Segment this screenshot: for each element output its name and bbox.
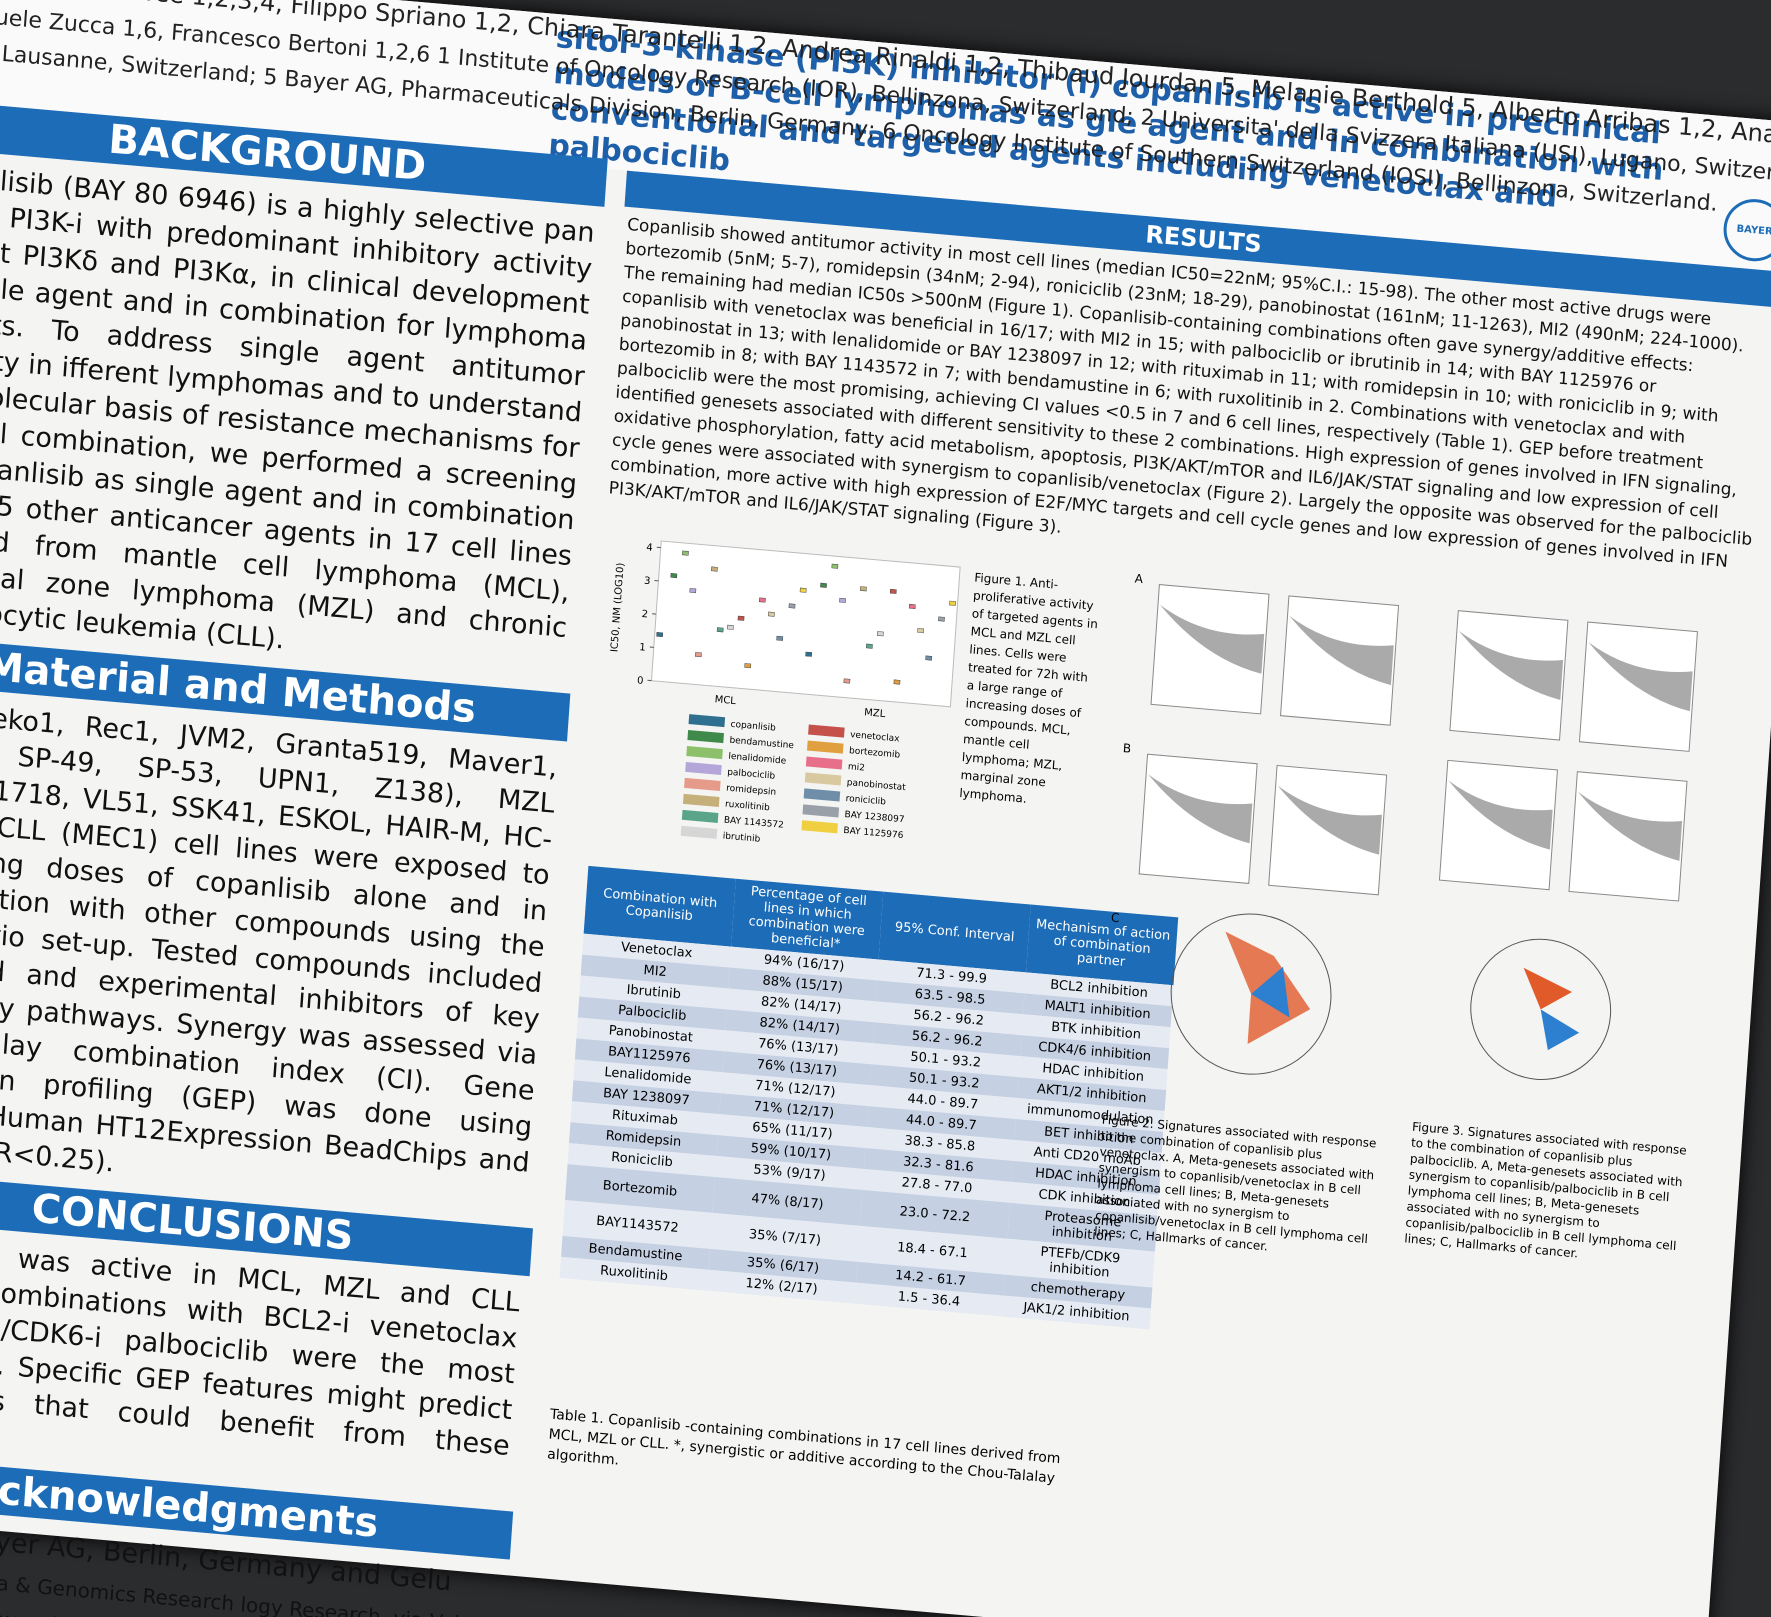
legend-label: roniciclib — [845, 794, 886, 808]
median-marker — [859, 586, 867, 592]
legend-swatch — [684, 777, 721, 792]
median-marker — [876, 631, 884, 637]
median-marker — [839, 597, 846, 603]
figure-1: 0 1 2 3 4 IC50, NM (LOG10) MCL MZL copanlisib ben… — [609, 540, 961, 845]
panel-label: C — [1111, 911, 1120, 926]
legend-label: bendamustine — [729, 736, 795, 752]
group-label: MZL — [864, 707, 886, 720]
legend-swatch — [806, 740, 844, 754]
median-marker — [694, 652, 702, 658]
median-marker — [889, 588, 897, 594]
header-cell: 95% Conf. Interval — [878, 891, 1031, 973]
y-tick-label: 3 — [644, 576, 651, 588]
legend-label: BAY 1125976 — [843, 826, 904, 841]
legend-swatch — [804, 772, 842, 786]
legend-label: ibrutinib — [722, 831, 760, 844]
median-marker — [689, 588, 697, 594]
median-marker — [716, 627, 724, 633]
legend-label: panobinostat — [846, 778, 906, 793]
median-marker — [744, 663, 752, 669]
legend-label: lenalidomide — [728, 752, 787, 767]
median-marker — [726, 624, 734, 630]
caption: Figure 2. Signatures associated with res… — [1093, 1112, 1377, 1254]
legend-label: copanlisib — [730, 720, 776, 734]
median-marker — [917, 628, 925, 634]
figures: 0 1 2 3 4 IC50, NM (LOG10) MCL MZL copanlisib ben… — [534, 506, 1760, 1605]
legend-label: BAY 1238097 — [844, 810, 905, 825]
legend-swatch — [802, 804, 840, 818]
median-marker — [711, 566, 718, 572]
plot-area — [650, 540, 961, 708]
caption: Figure 3. Signatures associated with res… — [1403, 1119, 1688, 1261]
legend-label: ruxolitinib — [725, 800, 771, 814]
median-marker — [799, 587, 807, 593]
median-marker — [893, 679, 901, 685]
paragraph: MCL (Jeko1, Rec1, JVM2, Granta519, Maver… — [0, 695, 559, 1179]
legend-label: BAY 1143572 — [724, 815, 785, 830]
legend-label: venetoclax — [850, 730, 901, 744]
legend-swatch — [685, 761, 722, 776]
paragraph: opanlisib (BAY 80 6946) is a highly sele… — [0, 160, 596, 656]
group-label: MCL — [714, 694, 736, 707]
figure-2-3: A B C — [1111, 571, 1698, 1080]
axis-label: IC50, NM (LOG10) — [609, 562, 626, 652]
legend-swatch — [688, 714, 726, 728]
legend-label: romidepsin — [726, 784, 777, 798]
median-marker — [820, 582, 827, 588]
legend-swatch — [680, 825, 718, 839]
legend-swatch — [687, 730, 724, 744]
legend-label: palbociclib — [727, 768, 776, 782]
caption: Figure 1. Anti-proliferative activity of… — [958, 570, 1099, 806]
median-marker — [938, 616, 945, 622]
legend-swatch — [686, 745, 723, 760]
y-tick-label: 2 — [641, 609, 648, 621]
median-marker — [831, 563, 839, 569]
median-marker — [843, 678, 851, 684]
y-tick-label: 1 — [639, 642, 646, 654]
header-cell: Combination with Copanlisib — [583, 865, 736, 947]
legend-swatch — [801, 820, 838, 834]
median-marker — [788, 603, 796, 609]
median-marker — [949, 600, 956, 606]
legend-label: bortezomib — [849, 746, 901, 760]
median-marker — [670, 573, 678, 579]
left-column: BACKGROUND opanlisib (BAY 80 6946) is a … — [0, 90, 608, 1617]
median-marker — [805, 651, 813, 657]
y-tick-label: 4 — [646, 542, 653, 554]
median-marker — [925, 655, 933, 661]
panel-label: A — [1134, 571, 1144, 586]
legend-swatch — [805, 756, 843, 770]
median-marker — [682, 550, 689, 556]
legend-swatch — [803, 788, 841, 802]
median-marker — [656, 632, 664, 638]
header-cell: Percentage of cell lines in which combin… — [731, 878, 884, 960]
y-tick-label: 0 — [637, 675, 644, 687]
legend-swatch — [808, 724, 845, 738]
median-marker — [737, 615, 745, 621]
results: RESULTS Copanlisib showed antitumor acti… — [534, 170, 1771, 1605]
median-marker — [776, 635, 784, 641]
legend-swatch — [682, 793, 720, 807]
caption: Table 1. Copanlisib -containing combinat… — [546, 1406, 1061, 1487]
legend-swatch — [681, 809, 719, 823]
panel-label: B — [1122, 741, 1131, 756]
median-marker — [767, 611, 775, 617]
median-marker — [866, 643, 873, 649]
legend-label: mi2 — [848, 762, 866, 773]
median-marker — [908, 603, 916, 609]
median-marker — [758, 597, 766, 603]
